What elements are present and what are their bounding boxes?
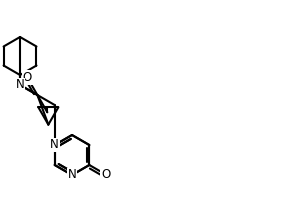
Text: N: N <box>68 168 76 182</box>
Text: O: O <box>23 71 32 84</box>
Text: N: N <box>16 78 24 92</box>
Text: N: N <box>50 138 59 152</box>
Text: O: O <box>101 168 110 181</box>
